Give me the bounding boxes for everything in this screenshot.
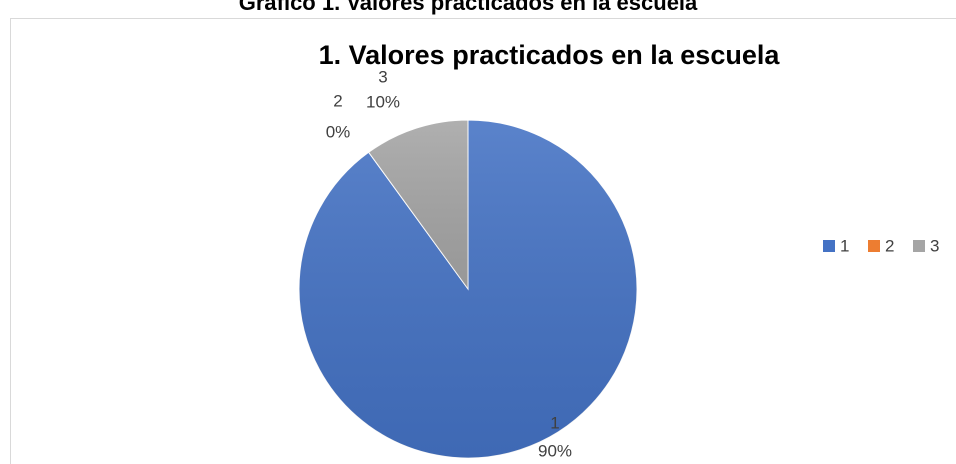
- legend-swatch: [868, 240, 880, 252]
- legend-swatch: [913, 240, 925, 252]
- slice-shade: [368, 120, 468, 289]
- data-label-value: 0%: [326, 122, 351, 141]
- data-label-category: 2: [333, 91, 342, 110]
- legend-label: 1: [840, 236, 849, 255]
- data-label-category: 3: [378, 67, 387, 86]
- data-labels: 1 90% 2 0% 3 10%: [326, 67, 572, 460]
- data-label-category: 1: [550, 413, 559, 432]
- caption: Gráfico 1. Valores practicados en la esc…: [239, 0, 698, 15]
- legend-label: 3: [930, 236, 939, 255]
- legend-label: 2: [885, 236, 894, 255]
- data-label-value: 10%: [366, 92, 400, 111]
- chart-title: 1. Valores practicados en la escuela: [319, 40, 781, 70]
- pie: [298, 119, 638, 459]
- data-label-value: 90%: [538, 441, 572, 460]
- legend: 1 2 3: [823, 236, 939, 255]
- legend-swatch: [823, 240, 835, 252]
